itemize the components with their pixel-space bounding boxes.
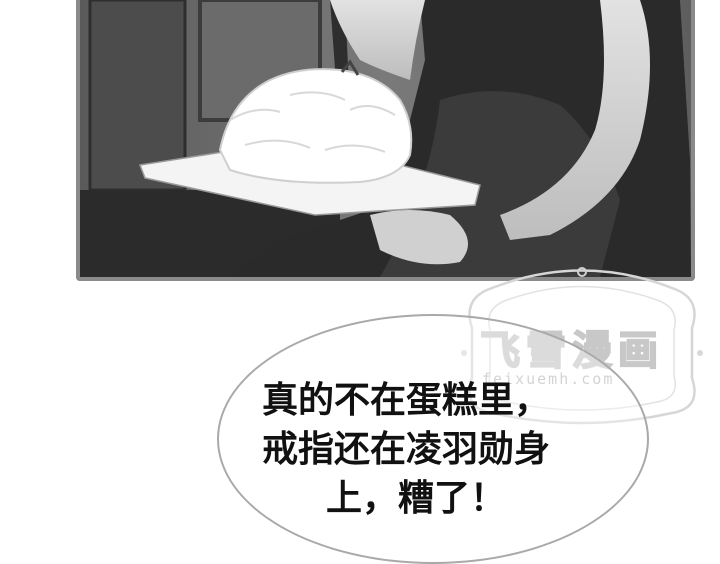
panel-illustration	[80, 0, 691, 277]
hand	[370, 210, 468, 265]
cake	[218, 68, 413, 184]
speech-line-1: 真的不在蛋糕里，	[262, 380, 551, 421]
left-arm	[330, 0, 425, 80]
right-arm	[500, 0, 650, 240]
door-panel-left	[88, 0, 187, 192]
speech-bubble-text: 真的不在蛋糕里， 戒指还在凌羽勋身 上，糟了！	[262, 376, 622, 523]
comic-panel	[76, 0, 695, 281]
speech-line-3: 上，糟了！	[326, 478, 507, 519]
cake-topper	[340, 59, 360, 76]
speech-line-2: 戒指还在凌羽勋身	[262, 429, 551, 470]
